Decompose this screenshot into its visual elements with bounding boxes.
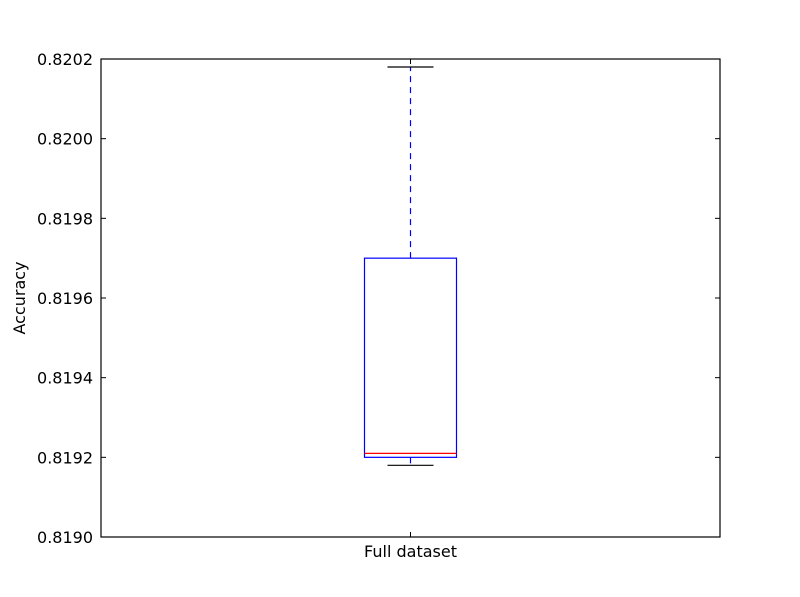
y-tick-label: 0.8194 [37,369,93,388]
y-axis-label: Accuracy [10,261,29,334]
y-tick-label: 0.8192 [37,448,93,467]
box-iqr [363,257,458,458]
y-tick-label: 0.8202 [37,50,93,69]
y-axis-ticks: 0.8190 0.8192 0.8194 0.8196 0.8198 0.8200 0.82… [37,50,720,547]
y-tick-label: 0.8198 [37,209,93,228]
x-tick-label: Full dataset [364,542,457,561]
boxes [363,66,458,466]
x-axis-ticks: Full dataset [364,59,457,561]
y-tick-label: 0.8196 [37,289,93,308]
y-tick-label: 0.8190 [37,528,93,547]
y-tick-label: 0.8200 [37,130,93,149]
